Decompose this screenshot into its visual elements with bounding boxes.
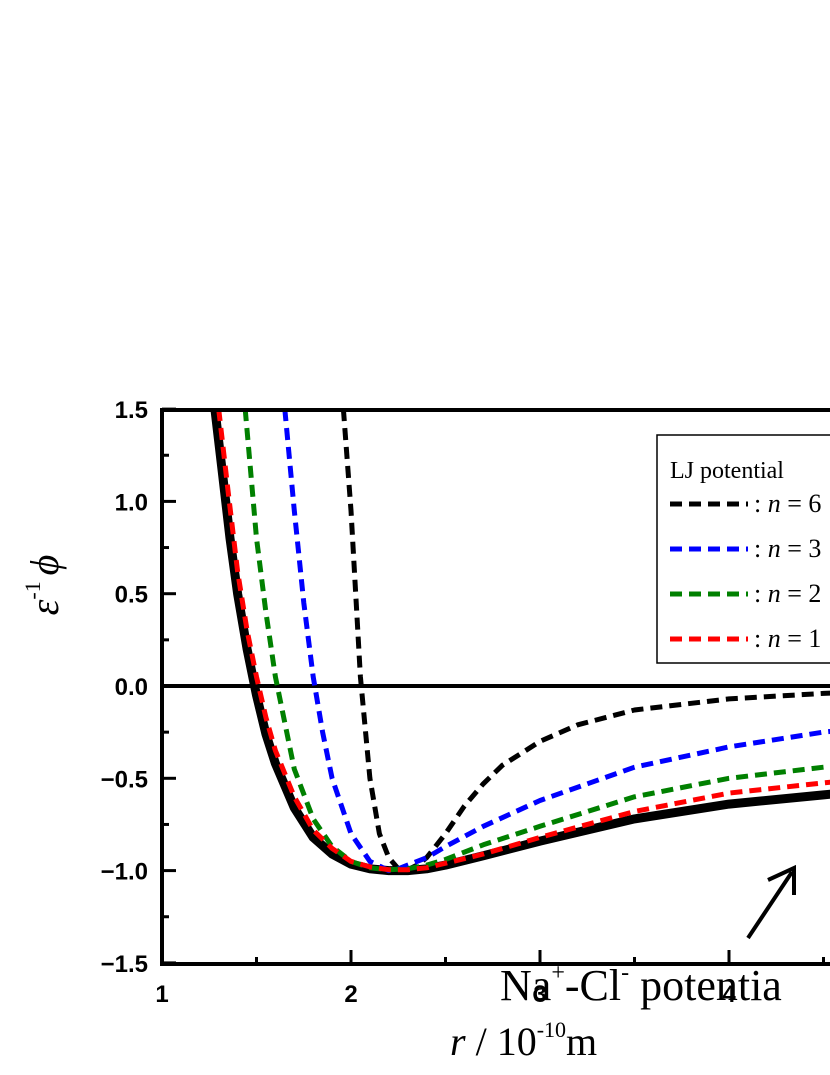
y-tick-label-6: −1.5	[101, 951, 148, 978]
x-axis-label: r / 10-10m	[450, 1017, 597, 1064]
y-tick-label-4: −0.5	[101, 766, 148, 793]
legend-box	[656, 434, 830, 664]
legend-label-1: : n = 3	[754, 534, 821, 563]
y-tick-label-2: 0.5	[115, 582, 148, 609]
x-tick-label-2: 3	[533, 981, 546, 1008]
y-tick-label-5: −1.0	[101, 859, 148, 886]
series-line-4	[210, 410, 830, 876]
annotation-arrow	[746, 864, 796, 940]
legend-title: LJ potential	[670, 458, 784, 484]
y-tick-label-1: 1.0	[115, 489, 148, 516]
legend-label-2: : n = 2	[754, 579, 821, 608]
x-tick-label-0: 1	[155, 981, 168, 1008]
y-tick-label-3: 0.0	[115, 674, 148, 701]
series-line-0	[340, 410, 830, 873]
x-tick-label-1: 2	[344, 981, 357, 1008]
annotation-label: Na+-Cl- potentia	[500, 960, 782, 1010]
legend-label-3: : n = 1	[754, 624, 821, 653]
series-line-3	[216, 410, 830, 873]
y-tick-label-0: 1.5	[115, 397, 148, 424]
x-tick-label-3: 4	[722, 981, 736, 1008]
y-axis-label: ε-1ϕ	[20, 555, 67, 616]
legend-label-0: : n = 6	[754, 489, 821, 518]
